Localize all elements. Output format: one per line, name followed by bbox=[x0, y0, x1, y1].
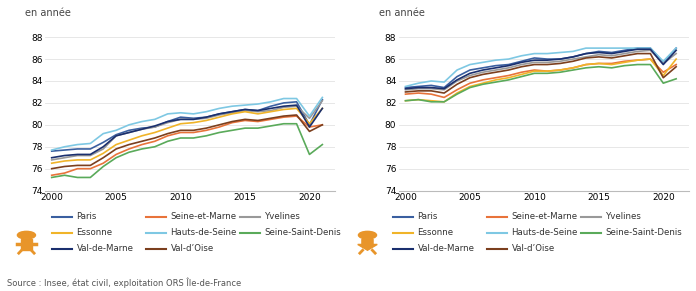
Text: Hauts-de-Seine: Hauts-de-Seine bbox=[512, 228, 578, 237]
Text: Paris: Paris bbox=[77, 212, 97, 221]
Text: en année: en année bbox=[25, 8, 71, 18]
Text: Seine-et-Marne: Seine-et-Marne bbox=[171, 212, 237, 221]
Text: Val-d’Oise: Val-d’Oise bbox=[512, 244, 555, 253]
Text: Hauts-de-Seine: Hauts-de-Seine bbox=[171, 228, 237, 237]
Text: Paris: Paris bbox=[418, 212, 438, 221]
Text: Val-de-Marne: Val-de-Marne bbox=[77, 244, 134, 253]
Text: en année: en année bbox=[379, 8, 425, 18]
Text: Yvelines: Yvelines bbox=[606, 212, 642, 221]
Text: Source : Insee, état civil, exploitation ORS Île-de-France: Source : Insee, état civil, exploitation… bbox=[7, 278, 242, 288]
Text: Val-de-Marne: Val-de-Marne bbox=[418, 244, 475, 253]
Text: Essonne: Essonne bbox=[77, 228, 113, 237]
Text: Seine-Saint-Denis: Seine-Saint-Denis bbox=[264, 228, 341, 237]
Text: Yvelines: Yvelines bbox=[264, 212, 301, 221]
Text: Essonne: Essonne bbox=[418, 228, 454, 237]
Text: Seine-et-Marne: Seine-et-Marne bbox=[512, 212, 578, 221]
Text: Seine-Saint-Denis: Seine-Saint-Denis bbox=[606, 228, 682, 237]
Text: Val-d’Oise: Val-d’Oise bbox=[171, 244, 214, 253]
